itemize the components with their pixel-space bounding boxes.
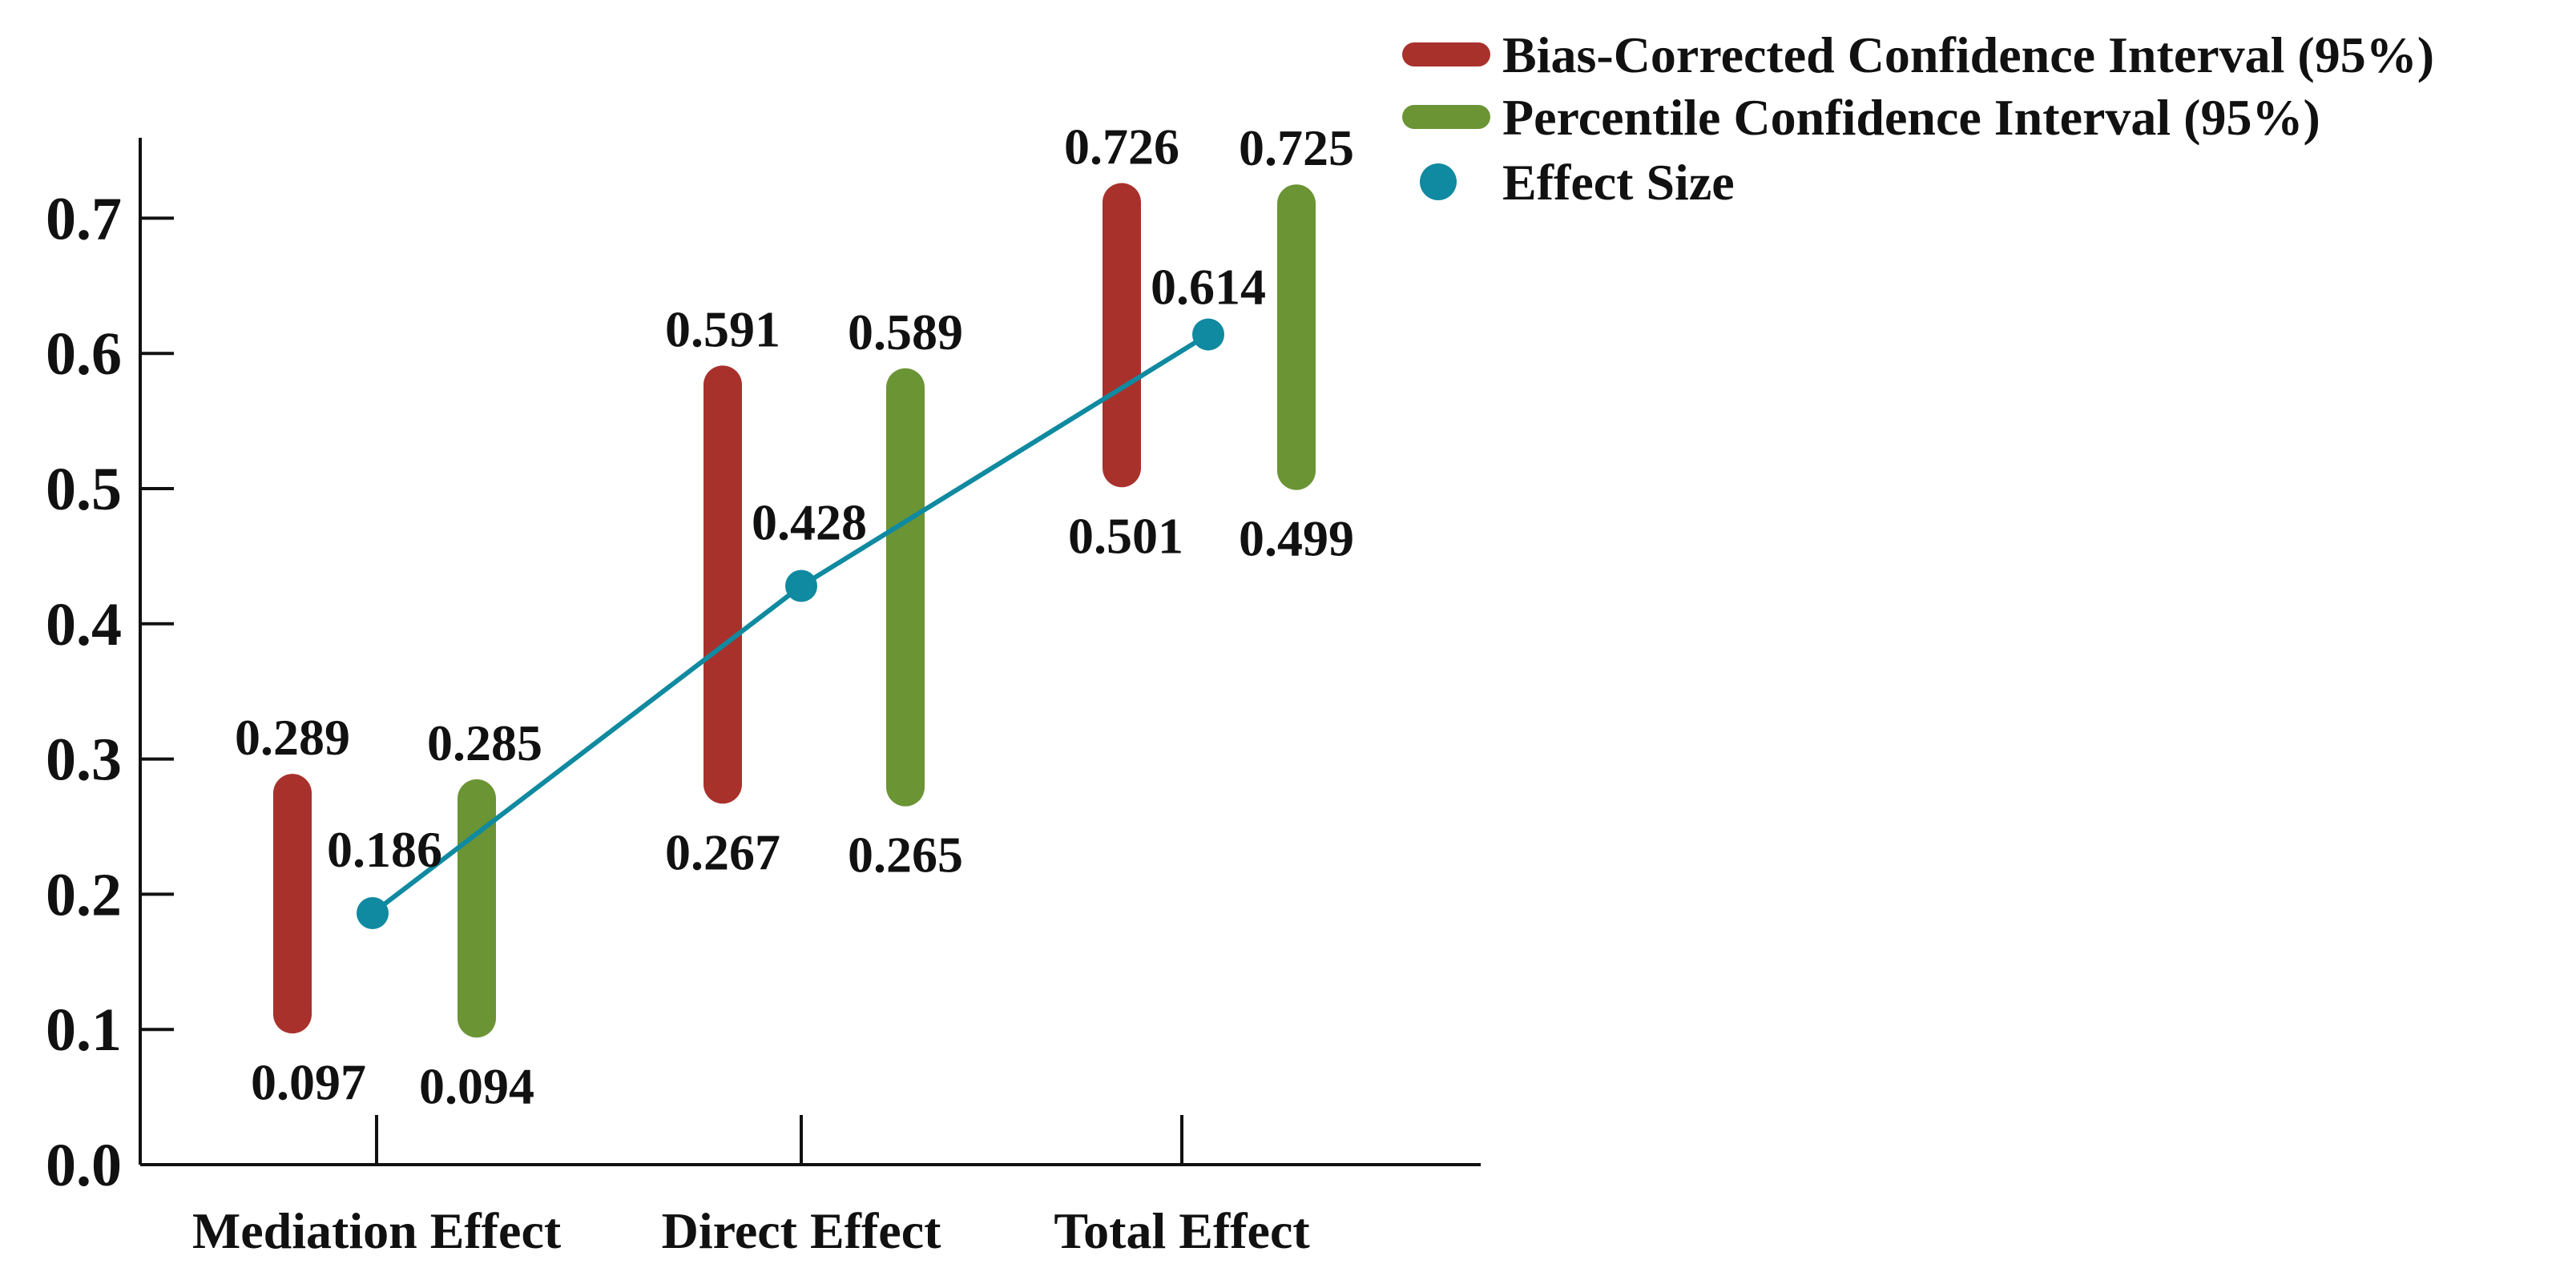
- effect-size-point: [1192, 318, 1224, 351]
- legend: Bias-Corrected Confidence Interval (95%)…: [1402, 26, 2434, 211]
- legend-label-percentile: Percentile Confidence Interval (95%): [1502, 89, 2320, 146]
- percentile-lower-label: 0.265: [848, 827, 963, 883]
- effect-size-label: 0.186: [327, 821, 442, 878]
- percentile-upper-label: 0.589: [848, 304, 963, 360]
- bias-corrected-interval-bar: [1103, 183, 1141, 488]
- y-tick-label: 0.3: [46, 727, 122, 794]
- bias-corrected-lower-label: 0.501: [1068, 507, 1183, 564]
- plot-area: 0.289 0.097 0.591 0.267 0.726 0.501 0.285 0.094…: [235, 119, 1354, 1115]
- bias-corrected-upper-label: 0.726: [1064, 119, 1179, 175]
- y-tick-label: 0.0: [46, 1132, 122, 1199]
- bias-corrected-upper-label: 0.591: [665, 300, 780, 357]
- effect-size-point: [785, 570, 817, 602]
- effect-size-point: [357, 897, 389, 930]
- x-tick-label: Direct Effect: [662, 1202, 942, 1259]
- y-tick-label: 0.5: [46, 456, 122, 523]
- percentile-upper-label: 0.725: [1239, 119, 1354, 176]
- legend-label-effect-size: Effect Size: [1502, 154, 1735, 211]
- percentile-lower-label: 0.094: [419, 1057, 534, 1114]
- effect-size-label: 0.614: [1151, 259, 1266, 316]
- axes: 0.0 0.1 0.2 0.3 0.4 0.5 0.6 0.7 Mediation Effect…: [46, 138, 1481, 1259]
- bias-corrected-lower-label: 0.097: [251, 1053, 366, 1110]
- legend-label-bias-corrected: Bias-Corrected Confidence Interval (95%): [1502, 26, 2434, 83]
- percentile-interval-bar: [886, 368, 925, 807]
- y-tick-label: 0.6: [46, 320, 122, 388]
- percentile-interval-bar: [1277, 184, 1316, 490]
- bias-corrected-upper-label: 0.289: [235, 709, 350, 766]
- bias-corrected-interval-bar: [273, 774, 312, 1034]
- y-tick-label: 0.1: [46, 996, 122, 1064]
- bias-corrected-lower-label: 0.267: [665, 823, 780, 880]
- x-tick-label: Mediation Effect: [192, 1202, 562, 1259]
- bias-corrected-interval-bar: [703, 365, 742, 804]
- y-tick-label: 0.7: [46, 185, 122, 252]
- effect-size-label: 0.428: [752, 494, 867, 551]
- percentile-upper-label: 0.285: [427, 714, 542, 771]
- legend-marker-effect-size: [1420, 163, 1457, 200]
- x-tick-label: Total Effect: [1054, 1202, 1310, 1259]
- y-tick-label: 0.2: [46, 861, 122, 928]
- percentile-interval-bar: [458, 779, 496, 1038]
- y-tick-label: 0.4: [46, 591, 122, 658]
- percentile-lower-label: 0.499: [1239, 510, 1354, 567]
- effect-size-line: [371, 332, 1210, 916]
